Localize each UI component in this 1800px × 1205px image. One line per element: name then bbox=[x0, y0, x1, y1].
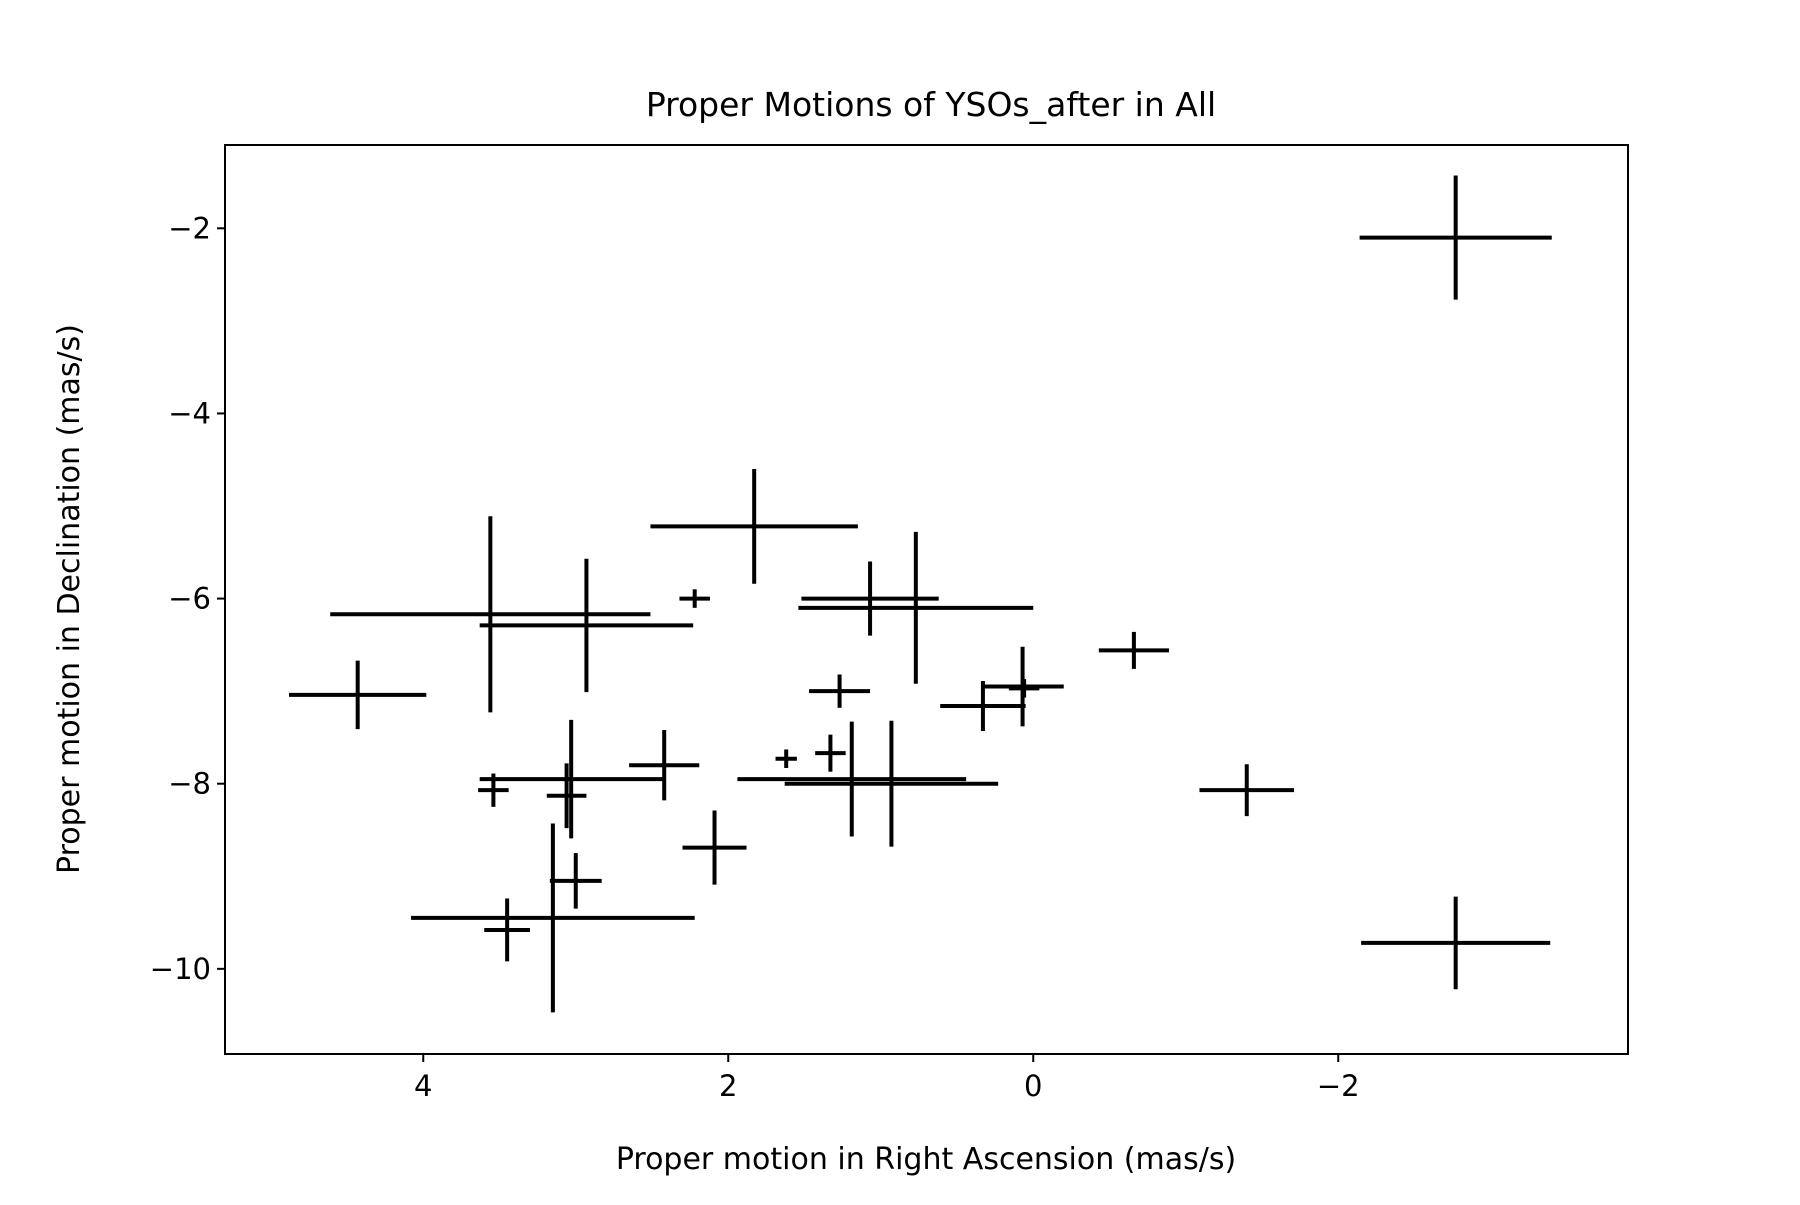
y-tick-label: −8 bbox=[168, 767, 211, 801]
x-axis: 4 2 0 −2 bbox=[414, 1054, 1360, 1103]
data-point-errorbar bbox=[682, 810, 747, 885]
x-tick-label: 0 bbox=[1024, 1069, 1042, 1103]
data-point-errorbar bbox=[546, 763, 587, 829]
data-point-errorbar bbox=[289, 660, 427, 730]
chart-title: Proper Motions of YSOs_after in All bbox=[646, 85, 1216, 124]
data-point-errorbar bbox=[629, 730, 700, 801]
y-tick-label: −10 bbox=[150, 952, 211, 986]
data-point-errorbar bbox=[679, 589, 710, 608]
x-tick-label: 2 bbox=[719, 1069, 737, 1103]
data-point-errorbar bbox=[815, 734, 846, 772]
y-axis-label: Proper motion in Declination (mas/s) bbox=[52, 324, 87, 874]
y-tick-label: −4 bbox=[168, 396, 211, 430]
data-point-errorbar bbox=[479, 719, 663, 839]
y-tick-label: −6 bbox=[168, 582, 211, 616]
data-point-errorbar bbox=[1199, 764, 1295, 817]
data-point-errorbar bbox=[479, 558, 694, 693]
x-tick-label: −2 bbox=[1317, 1069, 1360, 1103]
data-point-errorbar bbox=[1098, 631, 1169, 669]
data-point-errorbar bbox=[411, 823, 695, 1013]
data-point-errorbar bbox=[801, 561, 939, 636]
data-point-errorbar bbox=[940, 680, 1026, 731]
data-point-errorbar bbox=[330, 516, 651, 713]
data-point-errorbar bbox=[1008, 679, 1040, 698]
x-tick-label: 4 bbox=[414, 1069, 432, 1103]
data-point-errorbar bbox=[1359, 175, 1552, 300]
data-point-errorbar bbox=[798, 531, 1034, 684]
data-point-errorbar bbox=[549, 853, 602, 909]
data-point-errorbar bbox=[809, 674, 871, 708]
data-point-errorbar bbox=[775, 749, 797, 768]
data-point-errorbar bbox=[1361, 896, 1551, 990]
error-bar-markers bbox=[289, 175, 1552, 1013]
y-axis: −2 −4 −6 −8 −10 bbox=[150, 211, 225, 986]
data-point-errorbar bbox=[784, 720, 999, 847]
x-axis-label: Proper motion in Right Ascension (mas/s) bbox=[616, 1142, 1236, 1177]
data-point-errorbar bbox=[650, 468, 858, 584]
y-tick-label: −2 bbox=[168, 211, 211, 245]
data-point-errorbar bbox=[737, 721, 967, 837]
data-point-errorbar bbox=[484, 898, 530, 962]
